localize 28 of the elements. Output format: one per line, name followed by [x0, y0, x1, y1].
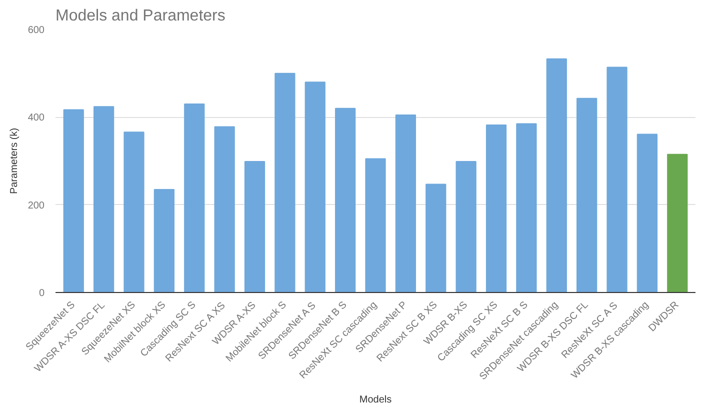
- y-axis-title: Parameters (k): [8, 128, 20, 194]
- bar: [546, 58, 567, 292]
- chart-title: Models and Parameters: [56, 8, 226, 24]
- bar: [214, 126, 235, 292]
- bar: [335, 108, 356, 292]
- bar: [184, 104, 205, 292]
- bar: [395, 114, 416, 292]
- y-tick-label: 600: [28, 25, 45, 36]
- bar: [93, 106, 114, 292]
- bar: [667, 154, 688, 292]
- bar: [516, 123, 537, 292]
- bar: [244, 160, 266, 292]
- bar: [304, 82, 326, 292]
- bar: [274, 72, 296, 292]
- bar: [124, 132, 144, 292]
- bar: [365, 158, 386, 292]
- y-tick-label: 400: [28, 112, 45, 124]
- x-axis-title: Models: [359, 394, 392, 406]
- y-tick-label: 0: [38, 288, 45, 299]
- bar: [154, 188, 174, 292]
- bar: [456, 160, 476, 292]
- bar: [63, 109, 84, 292]
- bar: [636, 134, 658, 292]
- bar: [426, 184, 446, 292]
- bar: [606, 66, 628, 292]
- bar: [576, 98, 598, 292]
- bar: [486, 124, 507, 292]
- y-tick-label: 200: [28, 200, 45, 212]
